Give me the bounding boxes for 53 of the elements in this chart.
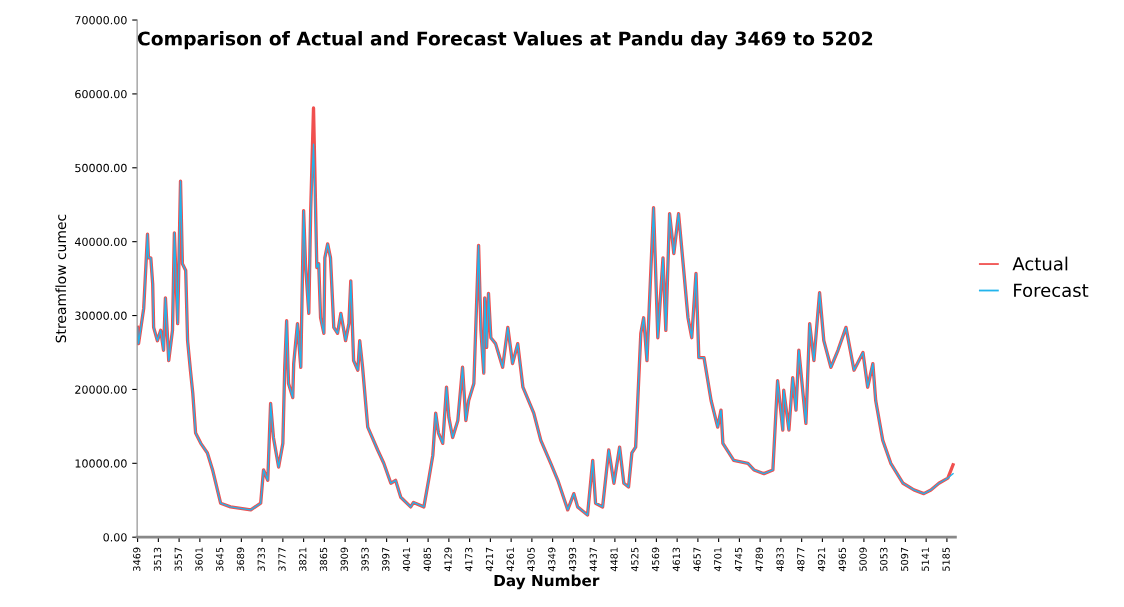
- text: Comparison of Actual and Forecast Values at Pandu day 3469 to 5202: [137, 31, 873, 50]
- y-axis-title: Streamflow cumec: [55, 214, 67, 343]
- x-tick-label: 3777: [278, 547, 286, 571]
- x-tick-label: 3513: [153, 547, 162, 571]
- x-tick-label: 3733: [257, 547, 265, 571]
- x-tick-label: 3953: [361, 547, 369, 571]
- x-tick-label: 4965: [838, 547, 846, 572]
- x-tick-label: 4525: [631, 547, 639, 572]
- x-tick-label: 4481: [610, 547, 618, 572]
- x-tick-label: 4349: [548, 547, 556, 572]
- x-tick-label: 4085: [423, 547, 431, 572]
- x-tick-label: 4173: [465, 547, 473, 572]
- y-tick-label: 0.00: [103, 533, 127, 542]
- x-tick-label: 4569: [651, 547, 660, 572]
- x-tick-label: 4745: [734, 547, 743, 572]
- x-tick-label: 4129: [444, 547, 452, 572]
- y-tick-label: 40000.00: [74, 237, 127, 247]
- x-tick-label: 5097: [900, 547, 909, 571]
- x-tick-label: 4261: [506, 547, 514, 572]
- x-tick-label: 4789: [755, 547, 763, 572]
- x-tick-label: 3645: [216, 547, 224, 571]
- y-tick-label: 30000.00: [75, 311, 127, 320]
- x-tick-label: 3469: [133, 547, 141, 571]
- x-tick-label: 5009: [859, 547, 867, 571]
- x-tick-label: 4393: [568, 547, 577, 572]
- x-tick-label: 4921: [817, 547, 826, 572]
- x-tick-label: 3865: [319, 547, 328, 571]
- x-tick-label: 4437: [589, 547, 597, 572]
- x-tick-label: 3909: [340, 547, 348, 571]
- y-tick-label: 20000.00: [75, 385, 127, 394]
- x-tick-label: 4701: [714, 547, 722, 572]
- x-tick-label: 5141: [921, 547, 929, 571]
- x-tick-label: 4657: [693, 547, 701, 572]
- x-tick-label: 5053: [880, 547, 888, 571]
- x-tick-label: 5185: [942, 547, 950, 571]
- x-tick-label: 3689: [236, 547, 245, 571]
- x-tick-label: 3821: [299, 547, 307, 571]
- x-tick-label: 3557: [174, 547, 182, 571]
- x-tick-label: 3997: [382, 547, 390, 571]
- x-tick-label: 4613: [672, 547, 680, 572]
- legend-label: Forecast: [1014, 283, 1089, 298]
- legend-label: Actual: [1012, 256, 1068, 271]
- x-axis-title: Day Number: [494, 574, 600, 590]
- x-tick-label: 4305: [527, 547, 535, 572]
- x-tick-label: 4833: [776, 547, 784, 572]
- x-tick-label: 4041: [402, 547, 411, 572]
- y-tick-label: 50000.00: [75, 163, 127, 173]
- x-tick-label: 4217: [485, 547, 494, 572]
- y-tick-label: 70000.00: [75, 16, 127, 25]
- y-tick-label: 60000.00: [75, 89, 127, 99]
- x-tick-label: 4877: [797, 547, 805, 572]
- y-tick-label: 10000.00: [75, 459, 127, 468]
- x-tick-label: 3601: [195, 547, 203, 571]
